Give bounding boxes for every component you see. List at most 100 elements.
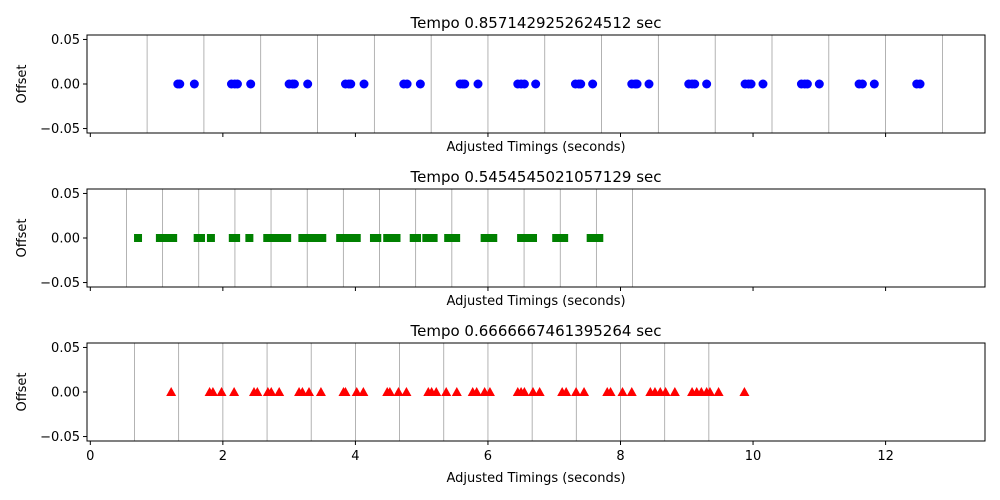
data-point [644,79,654,89]
data-point [489,234,498,242]
data-point [857,79,867,89]
data-point [713,387,724,396]
data-point [232,79,242,89]
data-point [586,234,595,242]
data-point [534,387,545,396]
data-point [189,79,199,89]
data-point [441,387,452,396]
data-point [246,79,256,89]
data-point [270,234,279,242]
data-point [531,79,541,89]
data-point [252,387,263,396]
data-point [460,79,470,89]
data-point [669,387,680,396]
data-point [134,234,143,242]
data-point [483,234,492,242]
data-point [266,387,277,396]
y-tick-label: 0.05 [51,187,80,202]
data-point [484,387,495,396]
data-point [519,79,529,89]
subplot-1: −0.05 0.00 0.05 Tempo 0.8571429252624512 se… [15,14,986,155]
x-tick-label: 2 [219,449,227,464]
data-point [196,234,205,242]
x-axis-label: Adjusted Timings (seconds) [446,294,625,309]
subplot-3: −0.05 0.00 0.05 0 2 4 6 8 10 12 Tempo 0.6666667461… [15,322,986,486]
data-point [164,234,173,242]
data-point [283,234,292,242]
y-tick-label: −0.05 [40,276,80,291]
y-tick-label: 0.05 [51,33,80,48]
data-point [348,234,357,242]
y-tick-label: −0.05 [40,122,80,137]
data-point [339,234,348,242]
subplot-2: −0.05 0.00 0.05 Tempo 0.5454545021057129 se… [15,168,986,309]
data-point [814,79,824,89]
data-point [358,387,369,396]
data-point [519,387,530,396]
data-point [576,79,586,89]
data-point [588,79,598,89]
data-point [166,387,177,396]
data-point [245,234,254,242]
data-point [869,79,879,89]
data-point [561,387,572,396]
data-point [373,234,382,242]
data-point [746,79,756,89]
data-point [702,79,712,89]
y-tick-label: −0.05 [40,430,80,445]
data-point [915,79,925,89]
y-tick-label: 0.05 [51,341,80,356]
data-point [175,79,185,89]
data-point [315,387,326,396]
data-point [617,387,628,396]
data-point [632,79,642,89]
data-point [560,234,569,242]
data-point [413,234,422,242]
data-point [555,234,564,242]
data-point [529,234,538,242]
x-axis-label: Adjusted Timings (seconds) [446,471,625,486]
data-point [387,234,396,242]
data-point [383,234,392,242]
data-point [626,387,637,396]
data-point [232,234,241,242]
x-axis-label: Adjusted Timings (seconds) [446,140,625,155]
subplot-title: Tempo 0.8571429252624512 sec [410,14,662,32]
y-tick-label: 0.00 [51,232,80,247]
y-axis-label: Offset [15,372,30,411]
data-point [340,387,351,396]
data-point [579,387,590,396]
data-point [303,79,313,89]
x-tick-label: 8 [616,449,624,464]
y-tick-label: 0.00 [51,386,80,401]
data-point [758,79,768,89]
data-point [660,387,671,396]
data-point [704,387,715,396]
data-point [297,387,308,396]
x-tick-label: 4 [351,449,359,464]
y-tick-label: 0.00 [51,78,80,93]
data-point [206,234,215,242]
data-point [229,387,240,396]
data-point [351,387,362,396]
data-point [289,79,299,89]
y-axis-label: Offset [15,218,30,257]
x-tick-label: 0 [86,449,94,464]
subplot-title: Tempo 0.5454545021057129 sec [410,168,662,186]
data-point [207,387,218,396]
data-point [318,234,327,242]
data-point [313,234,322,242]
data-point [384,387,395,396]
data-point [392,234,401,242]
data-point [274,387,285,396]
data-point [431,387,442,396]
x-tick-label: 12 [877,449,894,464]
data-point [571,387,582,396]
data-point [346,79,356,89]
data-point [520,234,529,242]
data-point [415,79,425,89]
data-point [278,234,287,242]
x-tick-label: 6 [484,449,492,464]
data-point [169,234,178,242]
data-point [473,79,483,89]
